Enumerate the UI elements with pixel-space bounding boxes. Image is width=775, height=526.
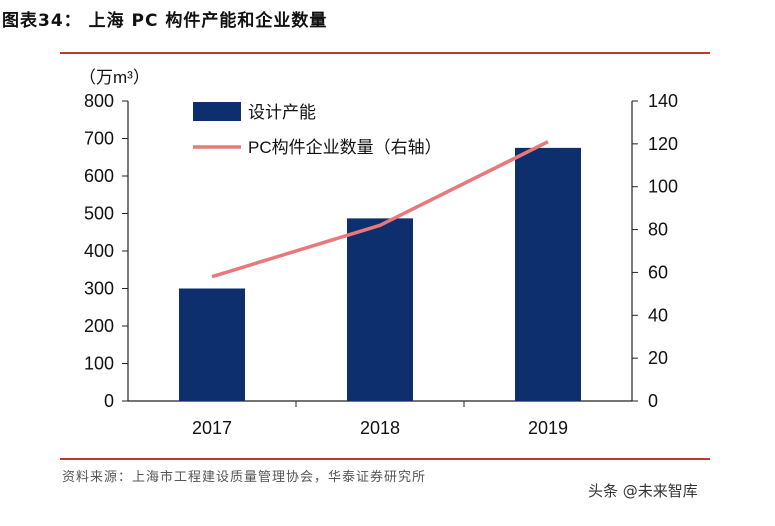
x-tick-label: 2017 [192, 418, 232, 438]
right-tick-label: 100 [648, 177, 678, 197]
right-tick-label: 140 [648, 91, 678, 111]
chart-bars [179, 147, 581, 401]
left-tick-label: 800 [84, 91, 114, 111]
figure-title: 图表34： 上海 PC 构件产能和企业数量 [2, 11, 328, 31]
right-tick-label: 40 [648, 305, 668, 325]
bar-2018 [347, 218, 413, 401]
chart-legend: 设计产能 PC构件企业数量（右轴） [193, 102, 442, 157]
chart: 0 100 200 300 400 500 600 700 800 0 20 40 60 80 100 120… [79, 68, 678, 438]
left-tick-label: 400 [84, 241, 114, 261]
right-tick-label: 60 [648, 262, 668, 282]
chart-axes: 0 100 200 300 400 500 600 700 800 0 20 40 60 80 100 120… [79, 68, 678, 438]
left-tick-label: 200 [84, 316, 114, 336]
right-tick-label: 20 [648, 348, 668, 368]
figure-title-bar [60, 18, 710, 54]
left-tick-label: 300 [84, 279, 114, 299]
legend-swatch-bar [193, 102, 241, 121]
right-tick-label: 0 [648, 391, 658, 411]
left-tick-label: 600 [84, 166, 114, 186]
source-note: 资料来源：上海市工程建设质量管理协会，华泰证券研究所 [62, 470, 427, 485]
bar-2019 [515, 147, 581, 401]
left-tick-label: 0 [104, 391, 114, 411]
chart-line [211, 140, 549, 279]
source-divider [60, 458, 710, 460]
bar-2017 [179, 288, 245, 401]
legend-label-line: PC构件企业数量（右轴） [248, 138, 442, 157]
legend-label-bar: 设计产能 [248, 103, 316, 122]
right-tick-label: 80 [648, 220, 668, 240]
left-tick-label: 700 [84, 129, 114, 149]
x-tick-label: 2018 [360, 418, 400, 438]
watermark: 头条 @未来智库 [588, 482, 698, 500]
right-tick-label: 120 [648, 134, 678, 154]
left-tick-label: 100 [84, 354, 114, 374]
x-tick-label: 2019 [528, 418, 568, 438]
left-axis-unit-label: （万m³） [79, 68, 150, 87]
left-tick-label: 500 [84, 204, 114, 224]
